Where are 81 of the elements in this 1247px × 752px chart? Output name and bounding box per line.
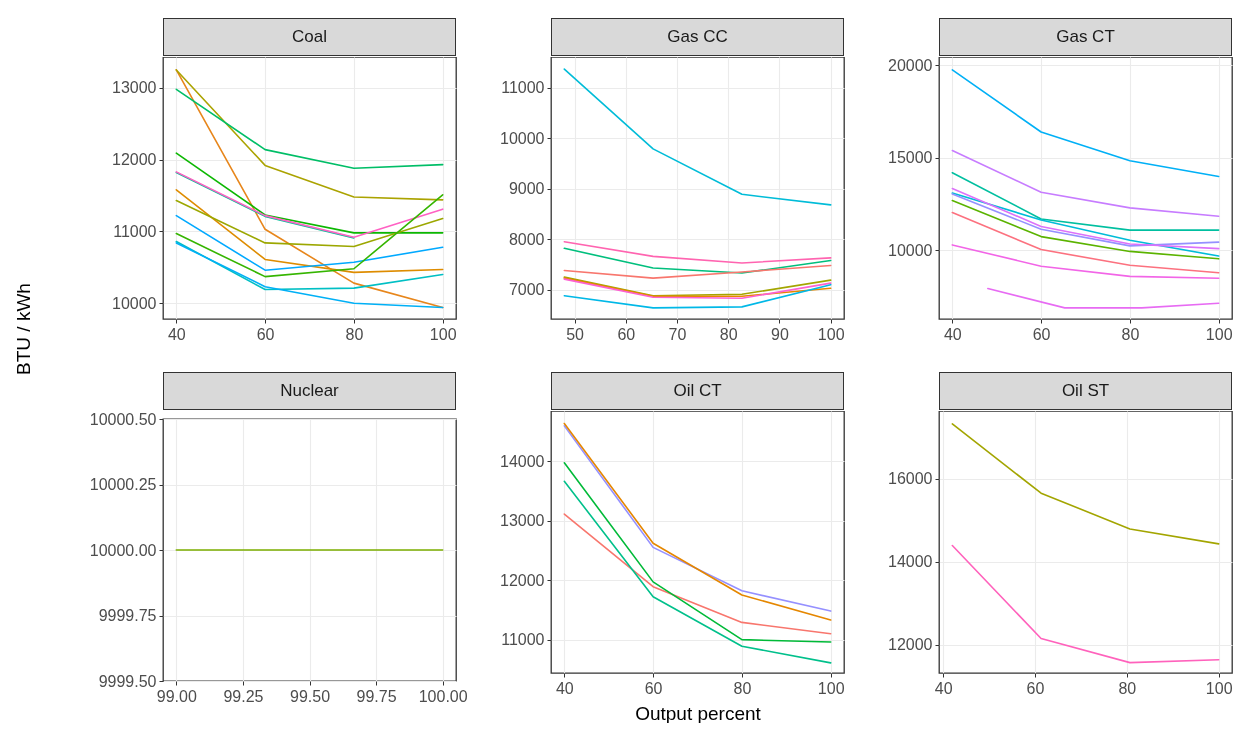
y-tick-label: 12000 bbox=[500, 571, 545, 589]
y-tick-label: 10000.00 bbox=[89, 541, 157, 559]
x-tick-label: 99.00 bbox=[156, 687, 197, 705]
y-tick-label: 10000 bbox=[112, 294, 157, 312]
line-series bbox=[175, 240, 444, 291]
y-axis-title: BTU / kWh bbox=[12, 283, 35, 375]
line-series bbox=[951, 149, 1220, 218]
x-tick-label: 60 bbox=[644, 679, 663, 697]
y-tick-label: 9000 bbox=[508, 180, 545, 198]
line-series bbox=[563, 68, 832, 206]
line-series bbox=[951, 69, 1220, 178]
chart-title: Oil ST bbox=[939, 372, 1232, 410]
line-series bbox=[563, 283, 832, 309]
y-tick-label: 12000 bbox=[888, 636, 933, 654]
x-tick-label: 99.75 bbox=[356, 687, 397, 705]
x-tick-label: 70 bbox=[668, 325, 687, 343]
y-tick-label: 14000 bbox=[500, 452, 545, 470]
x-tick-label: 40 bbox=[943, 325, 962, 343]
line-series bbox=[175, 69, 444, 309]
chart-title: Nuclear bbox=[163, 372, 456, 410]
line-series bbox=[951, 544, 1220, 664]
chart-title: Gas CT bbox=[939, 18, 1232, 56]
x-tick-label: 100 bbox=[1205, 679, 1233, 697]
y-tick-label: 14000 bbox=[888, 553, 933, 571]
line-series bbox=[175, 69, 444, 201]
y-tick-label: 13000 bbox=[500, 512, 545, 530]
x-tick-label: 90 bbox=[771, 325, 789, 343]
y-tick-label: 12000 bbox=[112, 151, 157, 169]
x-tick-label: 80 bbox=[1121, 325, 1140, 343]
x-tick-label: 100 bbox=[429, 325, 457, 343]
chart-title: Oil CT bbox=[551, 372, 844, 410]
line-series bbox=[563, 240, 832, 264]
x-tick-label: 60 bbox=[1032, 325, 1051, 343]
x-tick-label: 60 bbox=[617, 325, 636, 343]
line-series bbox=[563, 513, 832, 635]
x-tick-label: 60 bbox=[256, 325, 275, 343]
y-tick-label: 15000 bbox=[888, 149, 933, 167]
x-tick-label: 80 bbox=[733, 679, 752, 697]
line-series bbox=[951, 423, 1220, 545]
line-series bbox=[175, 242, 444, 309]
y-tick-label: 11000 bbox=[501, 631, 545, 649]
x-tick-label: 100 bbox=[817, 325, 845, 343]
y-tick-label: 11000 bbox=[113, 222, 157, 240]
x-tick-label: 40 bbox=[934, 679, 953, 697]
y-tick-label: 10000 bbox=[888, 241, 933, 259]
y-tick-label: 10000.50 bbox=[89, 410, 157, 428]
y-tick-label: 11000 bbox=[501, 79, 545, 97]
x-tick-label: 99.25 bbox=[223, 687, 264, 705]
line-series bbox=[951, 211, 1220, 274]
line-series bbox=[563, 480, 832, 664]
x-tick-label: 80 bbox=[345, 325, 364, 343]
x-axis-title: Output percent bbox=[635, 702, 762, 724]
line-series bbox=[175, 171, 444, 238]
x-tick-label: 80 bbox=[1118, 679, 1137, 697]
line-series bbox=[175, 88, 444, 170]
x-tick-label: 100.00 bbox=[418, 687, 468, 705]
y-tick-label: 9999.75 bbox=[98, 607, 157, 624]
y-tick-label: 9999.50 bbox=[98, 672, 157, 690]
x-tick-label: 60 bbox=[1026, 679, 1045, 697]
chart-title: Gas CC bbox=[551, 18, 844, 56]
x-tick-label: 40 bbox=[167, 325, 186, 343]
y-tick-label: 10000.25 bbox=[89, 476, 157, 493]
x-tick-label: 100 bbox=[1205, 325, 1233, 343]
x-tick-label: 100 bbox=[817, 679, 845, 697]
line-series bbox=[175, 199, 444, 248]
line-series bbox=[563, 264, 832, 279]
line-series bbox=[563, 462, 832, 643]
x-tick-label: 80 bbox=[719, 325, 738, 343]
y-tick-label: 20000 bbox=[888, 56, 933, 74]
chart-title: Coal bbox=[163, 18, 456, 56]
line-series bbox=[175, 214, 444, 271]
line-series bbox=[951, 244, 1220, 280]
y-tick-label: 16000 bbox=[888, 470, 933, 488]
y-tick-label: 7000 bbox=[508, 281, 545, 299]
x-tick-label: 99.50 bbox=[289, 687, 331, 705]
x-tick-label: 40 bbox=[555, 679, 574, 697]
y-tick-label: 10000 bbox=[500, 129, 545, 147]
y-tick-label: 13000 bbox=[112, 79, 157, 97]
y-tick-label: 8000 bbox=[508, 230, 545, 248]
line-series bbox=[563, 247, 832, 274]
x-tick-label: 50 bbox=[566, 325, 585, 343]
